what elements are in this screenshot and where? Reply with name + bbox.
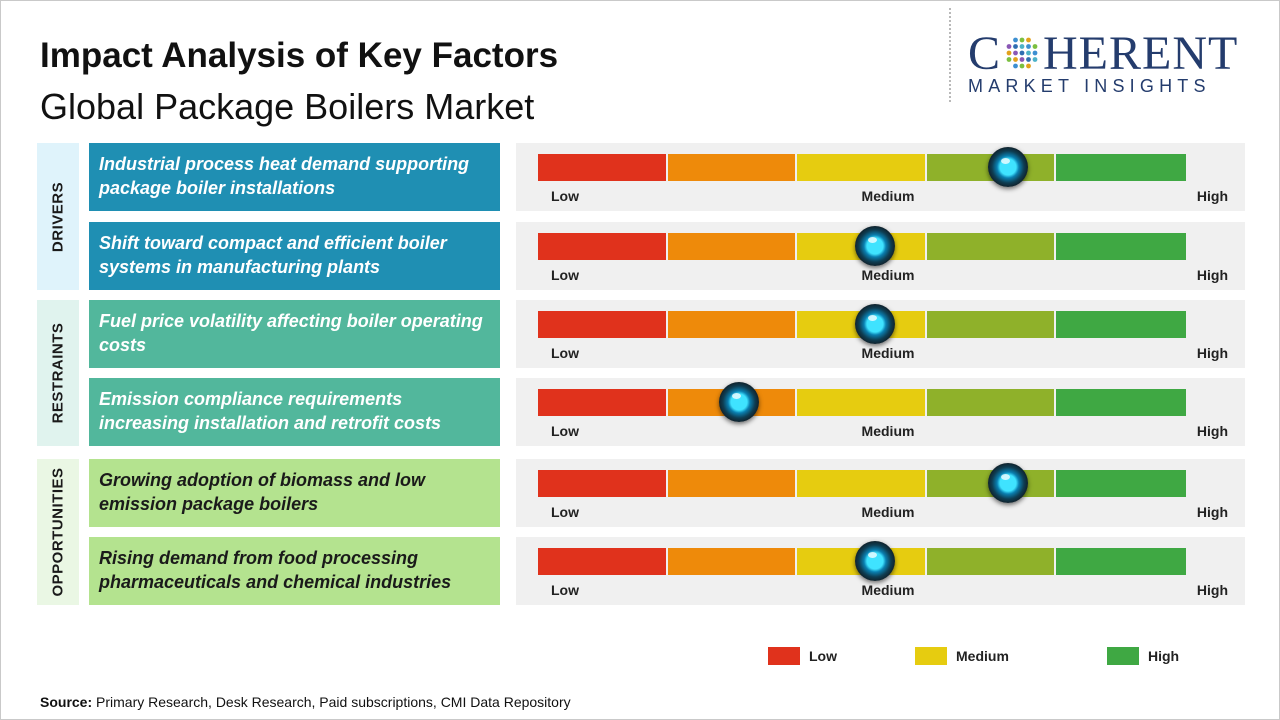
factor-text: Rising demand from food processing pharm…: [99, 548, 452, 592]
category-opportunities: OPPORTUNITIES: [37, 459, 79, 605]
scale-label-low: Low: [551, 188, 579, 204]
factor-box: Growing adoption of biomass and low emis…: [89, 459, 500, 527]
scale-label-low: Low: [551, 582, 579, 598]
scale-label-medium: Medium: [861, 345, 915, 361]
category-label: OPPORTUNITIES: [49, 467, 67, 597]
category-restraints: RESTRAINTS: [37, 300, 79, 446]
scale-label-high: High: [1196, 267, 1228, 283]
factor-box: Shift toward compact and efficient boile…: [89, 222, 500, 290]
factor-box: Emission compliance requirements increas…: [89, 378, 500, 446]
impact-scale-bar: [538, 389, 1186, 416]
scale-label-medium: Medium: [861, 188, 915, 204]
impact-scale-bar: [538, 311, 1186, 338]
scale-label-high: High: [1196, 345, 1228, 361]
legend-label-low: Low: [809, 648, 837, 664]
scale-label-medium: Medium: [861, 582, 915, 598]
impact-track: Low Medium High: [516, 300, 1245, 368]
scale-segment: [667, 470, 796, 497]
scale-label-medium: Medium: [861, 267, 915, 283]
scale-segment: [926, 233, 1055, 260]
scale-segment: [797, 154, 925, 181]
scale-segment: [926, 548, 1055, 575]
factor-text: Shift toward compact and efficient boile…: [99, 233, 447, 277]
scale-label-low: Low: [551, 345, 579, 361]
impact-track: Low Medium High: [516, 378, 1245, 446]
impact-track: Low Medium High: [516, 537, 1245, 605]
legend-swatch-low: [768, 647, 800, 665]
scale-segment: [667, 154, 796, 181]
page-subtitle: Global Package Boilers Market: [40, 86, 535, 127]
factor-text: Fuel price volatility affecting boiler o…: [99, 311, 483, 355]
scale-label-high: High: [1196, 423, 1228, 439]
scale-label-medium: Medium: [861, 423, 915, 439]
scale-segment: [1056, 548, 1186, 575]
factor-text: Industrial process heat demand supportin…: [99, 154, 470, 198]
scale-label-low: Low: [551, 504, 579, 520]
source-label: Source:: [40, 694, 93, 710]
logo-divider: [949, 8, 951, 102]
legend-swatch-medium: [915, 647, 947, 665]
scale-segment: [538, 548, 666, 575]
impact-track: Low Medium High: [516, 459, 1245, 527]
impact-scale-bar: [538, 154, 1186, 181]
scale-segment: [538, 389, 666, 416]
scale-label-high: High: [1196, 582, 1228, 598]
impact-marker: [854, 226, 895, 266]
scale-segment: [1056, 470, 1186, 497]
scale-segment: [1056, 233, 1186, 260]
scale-segment: [538, 233, 666, 260]
scale-segment: [1056, 154, 1186, 181]
scale-segment: [926, 311, 1055, 338]
impact-marker: [854, 304, 895, 344]
source-note: Source: Primary Research, Desk Research,…: [40, 694, 571, 710]
scale-segment: [926, 389, 1055, 416]
factor-box: Industrial process heat demand supportin…: [89, 143, 500, 211]
logo-globe-icon: [1006, 37, 1038, 69]
impact-marker: [854, 541, 895, 581]
scale-segment: [538, 470, 666, 497]
scale-segment: [797, 470, 925, 497]
scale-label-low: Low: [551, 423, 579, 439]
scale-label-low: Low: [551, 267, 579, 283]
factor-box: Rising demand from food processing pharm…: [89, 537, 500, 605]
impact-track: Low Medium High: [516, 222, 1245, 290]
scale-segment: [667, 233, 796, 260]
scale-segment: [1056, 311, 1186, 338]
scale-segment: [797, 389, 925, 416]
logo-word-right: HERENT: [1043, 27, 1239, 80]
company-logo: C HERENT MARKET INSIGHTS: [968, 28, 1268, 98]
logo-word-left: C: [968, 27, 1002, 80]
logo-tagline: MARKET INSIGHTS: [968, 76, 1211, 96]
scale-segment: [538, 311, 666, 338]
scale-segment: [667, 311, 796, 338]
scale-label-high: High: [1196, 504, 1228, 520]
factor-text: Emission compliance requirements increas…: [99, 389, 442, 433]
impact-marker: [718, 382, 759, 422]
scale-segment: [1056, 389, 1186, 416]
factor-text: Growing adoption of biomass and low emis…: [99, 470, 425, 514]
impact-track: Low Medium High: [516, 143, 1245, 211]
scale-segment: [538, 154, 666, 181]
impact-marker: [987, 147, 1028, 187]
category-label: RESTRAINTS: [49, 322, 67, 424]
factor-box: Fuel price volatility affecting boiler o…: [89, 300, 500, 368]
impact-scale-bar: [538, 470, 1186, 497]
scale-label-medium: Medium: [861, 504, 915, 520]
legend-label-high: High: [1148, 648, 1180, 664]
legend-label-medium: Medium: [956, 648, 1009, 664]
source-text: Primary Research, Desk Research, Paid su…: [92, 694, 571, 710]
impact-marker: [987, 463, 1028, 503]
category-label: DRIVERS: [49, 181, 67, 252]
scale-segment: [667, 548, 796, 575]
scale-label-high: High: [1196, 188, 1228, 204]
legend-swatch-high: [1107, 647, 1139, 665]
page-title: Impact Analysis of Key Factors: [40, 36, 559, 75]
category-drivers: DRIVERS: [37, 143, 79, 290]
impact-scale-bar: [538, 548, 1186, 575]
